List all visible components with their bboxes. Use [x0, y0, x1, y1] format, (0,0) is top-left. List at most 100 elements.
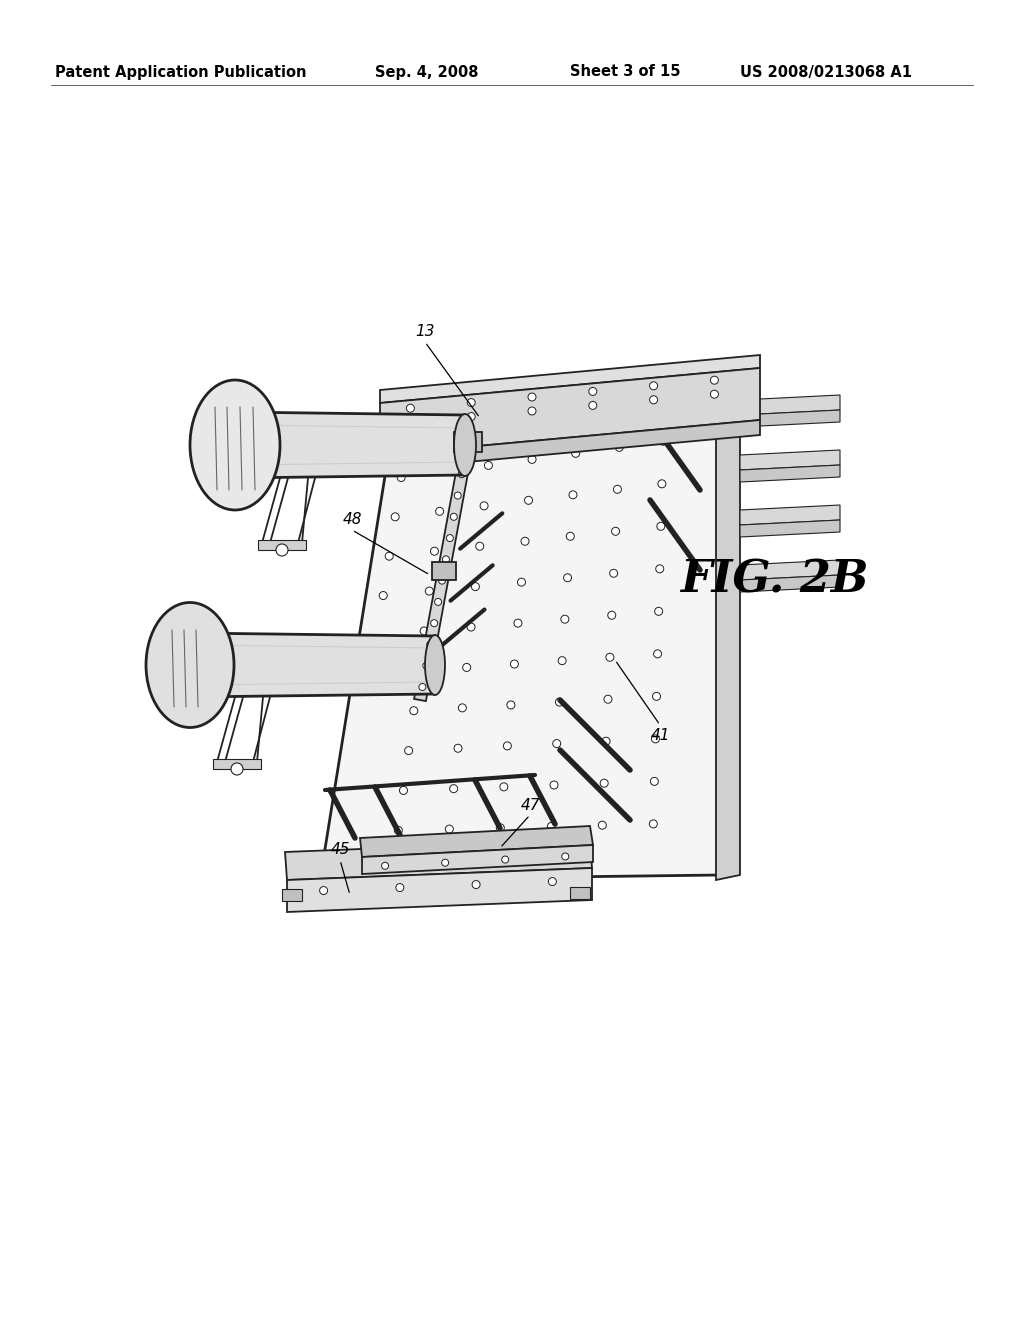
- Ellipse shape: [146, 602, 234, 727]
- Circle shape: [528, 407, 536, 414]
- Circle shape: [441, 859, 449, 866]
- Circle shape: [589, 387, 597, 396]
- Circle shape: [510, 660, 518, 668]
- Text: Sep. 4, 2008: Sep. 4, 2008: [375, 65, 478, 79]
- Circle shape: [656, 523, 665, 531]
- Circle shape: [547, 822, 555, 830]
- Circle shape: [434, 598, 441, 606]
- Circle shape: [467, 399, 475, 407]
- Circle shape: [404, 747, 413, 755]
- Circle shape: [651, 735, 659, 743]
- Text: US 2008/0213068 A1: US 2008/0213068 A1: [740, 65, 912, 79]
- Text: Sheet 3 of 15: Sheet 3 of 15: [570, 65, 681, 79]
- Circle shape: [471, 582, 479, 590]
- Text: 45: 45: [331, 842, 350, 858]
- Circle shape: [455, 492, 461, 499]
- Circle shape: [431, 619, 437, 627]
- Circle shape: [652, 693, 660, 701]
- Circle shape: [602, 737, 610, 746]
- Circle shape: [604, 696, 612, 704]
- Circle shape: [504, 742, 511, 750]
- Circle shape: [446, 535, 454, 541]
- Circle shape: [528, 455, 537, 463]
- Circle shape: [563, 574, 571, 582]
- Polygon shape: [740, 465, 840, 482]
- Text: Patent Application Publication: Patent Application Publication: [55, 65, 306, 79]
- Circle shape: [566, 532, 574, 540]
- Circle shape: [484, 462, 493, 470]
- Circle shape: [528, 393, 536, 401]
- Polygon shape: [740, 560, 840, 579]
- Text: 47: 47: [520, 797, 540, 813]
- Circle shape: [711, 391, 719, 399]
- Polygon shape: [380, 368, 760, 455]
- Circle shape: [462, 450, 469, 457]
- Circle shape: [611, 527, 620, 536]
- Circle shape: [396, 883, 403, 891]
- Circle shape: [711, 376, 719, 384]
- Circle shape: [514, 619, 522, 627]
- Polygon shape: [570, 887, 590, 899]
- Polygon shape: [360, 826, 593, 857]
- Circle shape: [399, 787, 408, 795]
- Circle shape: [548, 878, 556, 886]
- Polygon shape: [740, 576, 840, 591]
- Circle shape: [507, 701, 515, 709]
- Circle shape: [382, 862, 388, 870]
- Circle shape: [476, 543, 483, 550]
- Circle shape: [445, 825, 454, 833]
- Text: 13: 13: [416, 325, 435, 339]
- Circle shape: [500, 783, 508, 791]
- Polygon shape: [234, 412, 465, 478]
- Circle shape: [430, 548, 438, 556]
- Circle shape: [521, 537, 529, 545]
- Circle shape: [659, 437, 667, 445]
- Polygon shape: [213, 759, 261, 770]
- Polygon shape: [380, 420, 760, 470]
- Polygon shape: [740, 520, 840, 537]
- Text: 41: 41: [650, 727, 670, 742]
- Circle shape: [649, 381, 657, 389]
- Circle shape: [467, 623, 475, 631]
- Circle shape: [463, 664, 471, 672]
- Circle shape: [650, 777, 658, 785]
- Ellipse shape: [425, 635, 445, 696]
- Circle shape: [442, 556, 450, 562]
- Circle shape: [613, 486, 622, 494]
- Circle shape: [407, 404, 415, 412]
- Circle shape: [555, 698, 563, 706]
- Circle shape: [615, 444, 624, 451]
- Circle shape: [231, 763, 243, 775]
- Polygon shape: [362, 845, 593, 874]
- Polygon shape: [319, 395, 720, 880]
- Polygon shape: [285, 840, 592, 880]
- Circle shape: [561, 615, 569, 623]
- Polygon shape: [740, 411, 840, 426]
- Circle shape: [458, 471, 465, 478]
- Circle shape: [606, 653, 613, 661]
- Circle shape: [391, 513, 399, 521]
- Circle shape: [427, 642, 434, 648]
- Circle shape: [655, 565, 664, 573]
- Ellipse shape: [190, 380, 280, 510]
- Circle shape: [653, 649, 662, 657]
- Polygon shape: [740, 395, 840, 414]
- Circle shape: [609, 569, 617, 577]
- Circle shape: [410, 706, 418, 714]
- Circle shape: [450, 784, 458, 792]
- Circle shape: [571, 449, 580, 457]
- Text: FIG. 2B: FIG. 2B: [680, 558, 868, 602]
- Circle shape: [425, 587, 433, 595]
- Circle shape: [415, 667, 423, 675]
- Polygon shape: [380, 355, 760, 403]
- Circle shape: [608, 611, 615, 619]
- Circle shape: [423, 663, 430, 669]
- Circle shape: [385, 552, 393, 560]
- Circle shape: [394, 826, 402, 834]
- Circle shape: [438, 577, 445, 585]
- Circle shape: [524, 496, 532, 504]
- Text: 48: 48: [342, 512, 361, 528]
- Circle shape: [435, 507, 443, 515]
- Circle shape: [472, 880, 480, 888]
- Circle shape: [397, 474, 406, 482]
